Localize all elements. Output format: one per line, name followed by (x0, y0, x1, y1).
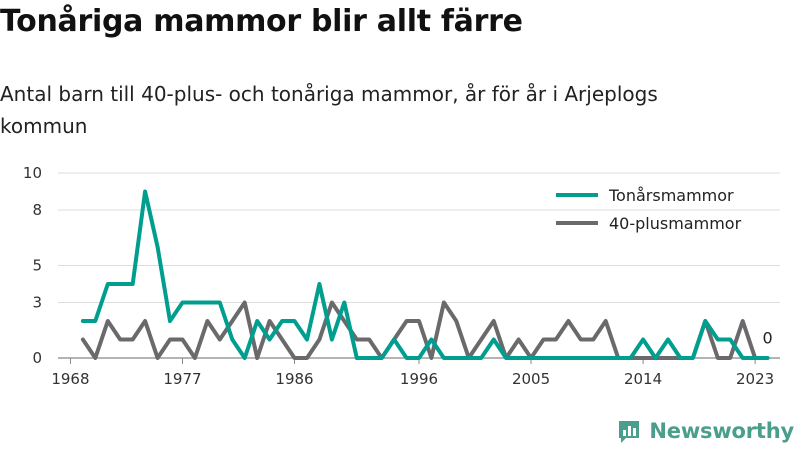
brand-name: Newsworthy (649, 419, 794, 443)
y-tick-label: 0 (32, 349, 42, 367)
legend-label: 40-plusmammor (609, 214, 742, 233)
brand: Newsworthy (616, 418, 794, 444)
end-labels: 0 (763, 329, 773, 348)
x-tick-label: 1977 (163, 370, 201, 388)
y-tick-label: 3 (32, 294, 42, 312)
x-axis-ticks: 1968 1977 1986 1996 2005 2014 2023 (51, 358, 774, 388)
x-tick-label: 1996 (400, 370, 438, 388)
y-tick-label: 5 (32, 257, 42, 275)
series-line (80, 300, 758, 360)
x-tick-label: 1986 (275, 370, 313, 388)
legend: Tonårsmammor 40-plusmammor (556, 186, 742, 233)
x-tick-label: 2005 (512, 370, 550, 388)
chart-subtitle: Antal barn till 40-plus- och tonåriga ma… (0, 82, 658, 138)
x-tick-label: 2023 (736, 370, 774, 388)
y-tick-label: 10 (23, 164, 42, 182)
y-tick-label: 8 (32, 201, 42, 219)
y-axis-ticks: 0 3 5 8 10 (23, 164, 42, 367)
bar-chart-logo-icon (619, 421, 640, 443)
x-tick-label: 2014 (624, 370, 662, 388)
legend-label: Tonårsmammor (608, 186, 734, 205)
series-lines (80, 189, 770, 360)
end-value-label: 0 (763, 329, 773, 348)
chart-title: Tonåriga mammor blir allt färre (0, 4, 523, 39)
x-tick-label: 1968 (51, 370, 89, 388)
series-line (80, 189, 770, 360)
